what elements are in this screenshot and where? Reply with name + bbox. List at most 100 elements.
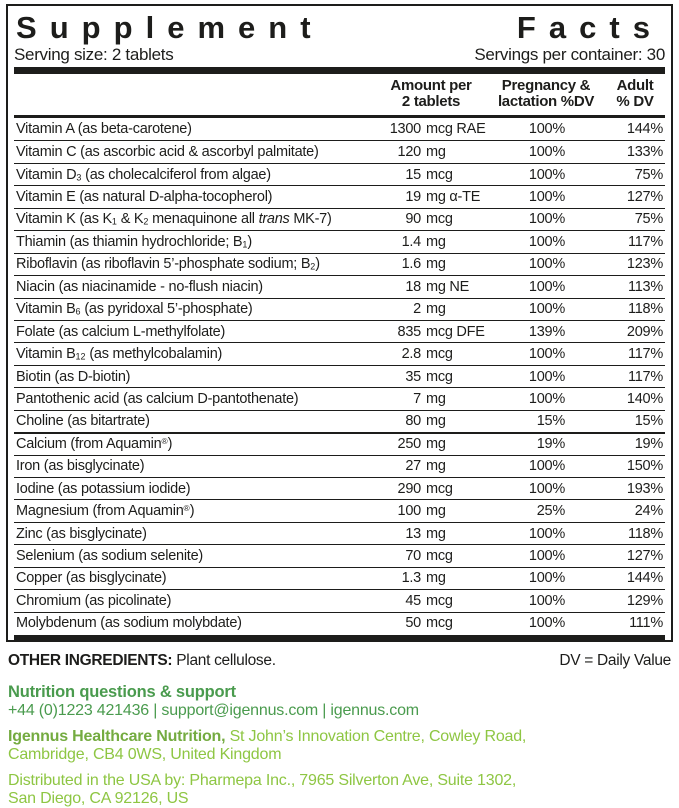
supplement-facts-label: Supplement Facts Serving size: 2 tablets… — [0, 4, 679, 807]
nutrient-amount: 1.4 mg — [401, 233, 446, 250]
adult-dv: 193% — [626, 480, 663, 497]
nutrient-amount: 18 mg NE — [405, 278, 470, 295]
nutrient-name: Selenium (as sodium selenite) — [16, 548, 203, 565]
adult-dv: 117% — [627, 346, 663, 363]
nutrient-amount: 13 mg — [405, 525, 446, 542]
contact-block: Nutrition questions & support +44 (0)122… — [8, 683, 671, 808]
pregnancy-dv: 100% — [528, 458, 565, 475]
nutrient-amount: 35 mcg — [405, 368, 453, 385]
other-ingredients-label: OTHER INGREDIENTS: — [8, 652, 173, 670]
pregnancy-dv: 100% — [528, 144, 565, 161]
nutrient-row: Niacin (as niacinamide - no-flush niacin… — [14, 275, 665, 297]
nutrient-name: Copper (as bisglycinate) — [16, 570, 167, 587]
adult-dv: 111% — [629, 615, 663, 632]
nutrient-amount: 70 mcg — [405, 548, 453, 565]
nutrient-amount: 90 mcg — [405, 211, 453, 228]
nutrient-row: Vitamin A (as beta-carotene) 1300 mcg RAE 1… — [14, 118, 665, 140]
adult-dv: 117% — [627, 368, 663, 385]
title-facts: Facts — [516, 10, 663, 45]
adult-dv: 209% — [626, 323, 663, 340]
pregnancy-dv: 100% — [528, 278, 565, 295]
other-ingredients: OTHER INGREDIENTS: Plant cellulose. — [8, 652, 276, 670]
nutrient-row: Thiamin (as thiamin hydrochloride; B1) 1.… — [14, 230, 665, 252]
serving-size: Serving size: 2 tablets — [14, 45, 174, 64]
adult-dv: 127% — [626, 548, 663, 565]
nutrient-row: Vitamin B12 (as methylcobalamin) 2.8 mcg 10… — [14, 342, 665, 364]
nutrient-row: Choline (as bitartrate) 80 mg 15% 15% — [14, 409, 665, 432]
header-nutrient-spacer — [14, 78, 375, 110]
dv-note: DV = Daily Value — [559, 652, 671, 670]
adult-dv: 118% — [627, 301, 663, 318]
nutrient-amount: 50 mcg — [405, 615, 453, 632]
adult-dv: 113% — [627, 278, 663, 295]
nutrient-amount: 27 mg — [405, 458, 446, 475]
company-line1: Igennus Healthcare Nutrition, St John’s … — [8, 728, 671, 746]
nutrient-row: Vitamin C (as ascorbic acid & ascorbyl p… — [14, 140, 665, 162]
header-adult: Adult % DV — [616, 77, 654, 110]
nutrient-amount: 15 mcg — [405, 166, 453, 183]
pregnancy-dv: 139% — [528, 323, 565, 340]
pregnancy-dv: 100% — [528, 301, 565, 318]
pregnancy-dv: 100% — [528, 615, 565, 632]
adult-dv: 19% — [634, 436, 664, 453]
panel-title: Supplement Facts — [14, 6, 665, 44]
adult-dv: 144% — [626, 570, 663, 587]
pregnancy-dv: 100% — [528, 570, 565, 587]
nutrient-name: Niacin (as niacinamide - no-flush niacin… — [16, 278, 263, 295]
nutrient-name: Vitamin D3 (as cholecalciferol from alga… — [16, 166, 271, 183]
distributor-info: Distributed in the USA by: Pharmepa Inc.… — [8, 772, 671, 808]
distributor-line1: Distributed in the USA by: Pharmepa Inc.… — [8, 772, 517, 790]
nutrient-row: Vitamin K (as K1 & K2 menaquinone all tr… — [14, 207, 665, 230]
nutrient-row: Vitamin D3 (as cholecalciferol from alga… — [14, 162, 665, 185]
pregnancy-dv: 100% — [528, 233, 565, 250]
other-ingredients-value: Plant cellulose. — [172, 652, 276, 670]
nutrient-name: Riboflavin (as riboflavin 5’-phosphate s… — [16, 256, 320, 273]
nutrient-row: Selenium (as sodium selenite) 70 mcg 100% 12… — [14, 544, 665, 566]
nutrient-amount: 1.6 mg — [401, 256, 446, 273]
nutrient-row: Riboflavin (as riboflavin 5’-phosphate s… — [14, 252, 665, 275]
title-supplement: Supplement — [16, 10, 324, 45]
adult-dv: 127% — [626, 189, 663, 206]
nutrient-row: Chromium (as picolinate) 45 mcg 100% 129% — [14, 589, 665, 611]
nutrient-amount: 7 mg — [413, 390, 446, 407]
pregnancy-dv: 100% — [528, 548, 565, 565]
nutrient-row: Iron (as bisglycinate) 27 mg 100% 150% — [14, 454, 665, 477]
pregnancy-dv: 100% — [528, 390, 565, 407]
nutrient-amount: 835 mcg DFE — [397, 323, 485, 340]
nutrient-name: Zinc (as bisglycinate) — [16, 525, 147, 542]
nutrient-name: Molybdenum (as sodium molybdate) — [16, 615, 242, 632]
nutrient-name: Biotin (as D-biotin) — [16, 368, 131, 385]
nutrient-amount: 1.3 mg — [401, 570, 446, 587]
nutrient-name: Iodine (as potassium iodide) — [16, 480, 191, 497]
adult-dv: 129% — [626, 592, 663, 609]
pregnancy-dv: 100% — [528, 592, 565, 609]
divider-thick-top — [14, 67, 665, 74]
support-heading: Nutrition questions & support — [8, 683, 236, 702]
nutrient-row: Vitamin E (as natural D-alpha-tocopherol… — [14, 185, 665, 207]
nutrient-amount: 19 mg α-TE — [405, 189, 481, 206]
pregnancy-dv: 15% — [536, 413, 566, 430]
pregnancy-dv: 100% — [528, 480, 565, 497]
pregnancy-dv: 100% — [528, 525, 565, 542]
adult-dv: 140% — [626, 390, 663, 407]
nutrient-name: Vitamin K (as K1 & K2 menaquinone all tr… — [16, 211, 332, 228]
adult-dv: 15% — [634, 413, 664, 430]
distributor-line2: San Diego, CA 92126, US — [8, 790, 189, 808]
nutrient-name: Choline (as bitartrate) — [16, 413, 150, 430]
adult-dv: 144% — [626, 121, 663, 138]
nutrient-amount: 2.8 mcg — [401, 346, 453, 363]
nutrient-name: Thiamin (as thiamin hydrochloride; B1) — [16, 233, 252, 250]
pregnancy-dv: 100% — [528, 256, 565, 273]
table-header-row: Amount per 2 tablets Pregnancy & lactati… — [14, 74, 665, 118]
nutrient-name: Vitamin A (as beta-carotene) — [16, 121, 192, 138]
nutrient-row: Vitamin B6 (as pyridoxal 5’-phosphate) 2 m… — [14, 297, 665, 320]
nutrient-amount: 120 mg — [397, 144, 446, 161]
footnote-row: OTHER INGREDIENTS: Plant cellulose. DV =… — [8, 652, 671, 670]
nutrient-name: Iron (as bisglycinate) — [16, 458, 145, 475]
nutrient-amount: 45 mcg — [405, 592, 453, 609]
facts-table-body: Vitamin A (as beta-carotene) 1300 mcg RAE 1… — [14, 118, 665, 634]
adult-dv: 117% — [627, 233, 663, 250]
nutrient-amount: 80 mg — [405, 413, 446, 430]
serving-info-row: Serving size: 2 tablets Servings per con… — [14, 44, 665, 67]
nutrient-name: Chromium (as picolinate) — [16, 592, 172, 609]
